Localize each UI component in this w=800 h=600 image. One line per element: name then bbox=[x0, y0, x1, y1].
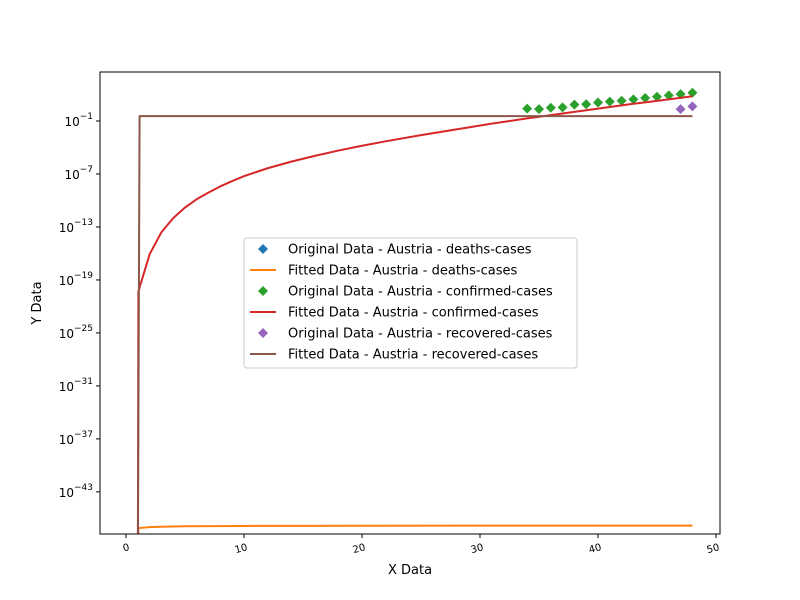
legend-item-fitted-data-austria-recovered-cases: Fitted Data - Austria - recovered-cases bbox=[250, 348, 538, 363]
legend-item-fitted-data-austria-confirmed-cases: Fitted Data - Austria - confirmed-cases bbox=[250, 306, 539, 321]
data-point-original-data-austria-confirmed-cases bbox=[663, 90, 674, 101]
data-point-original-data-austria-confirmed-cases bbox=[557, 102, 568, 113]
y-tick-label: 10−25 bbox=[59, 324, 93, 341]
legend-label: Original Data - Austria - confirmed-case… bbox=[288, 285, 553, 300]
legend-label: Fitted Data - Austria - recovered-cases bbox=[288, 348, 538, 363]
data-point-original-data-austria-confirmed-cases bbox=[640, 93, 651, 104]
x-tick-label: 50 bbox=[706, 542, 721, 556]
data-point-original-data-austria-confirmed-cases bbox=[581, 99, 592, 110]
legend-label: Original Data - Austria - recovered-case… bbox=[288, 327, 553, 342]
plot-frame bbox=[99, 71, 721, 535]
data-point-original-data-austria-confirmed-cases bbox=[604, 96, 615, 107]
data-point-original-data-austria-confirmed-cases bbox=[593, 97, 603, 108]
data-point-original-data-austria-confirmed-cases bbox=[545, 102, 556, 113]
y-tick-label: 10−13 bbox=[59, 218, 93, 235]
y-tick-label: 10−37 bbox=[59, 430, 93, 447]
legend-label: Fitted Data - Austria - deaths-cases bbox=[288, 264, 517, 279]
legend-label: Original Data - Austria - deaths-cases bbox=[288, 243, 532, 258]
legend-marker bbox=[258, 286, 268, 296]
legend-item-original-data-austria-recovered-cases: Original Data - Austria - recovered-case… bbox=[258, 327, 553, 342]
y-tick-label: 10−31 bbox=[59, 377, 93, 394]
series-layer bbox=[136, 87, 698, 534]
legend-box bbox=[243, 237, 578, 369]
y-tick-label: 10−19 bbox=[59, 271, 94, 288]
x-tick-label: 20 bbox=[352, 542, 367, 556]
y-axis-ticks: 10−1 10−7 10−13 10−19 10−25 10−31 10−37 10−43 bbox=[59, 112, 100, 500]
data-point-original-data-austria-confirmed-cases bbox=[616, 95, 627, 106]
x-tick-label: 10 bbox=[234, 542, 249, 556]
series-line-fitted-data-austria-recovered-cases bbox=[136, 115, 693, 534]
x-axis-ticks: 0 10 20 30 40 50 bbox=[122, 534, 721, 556]
data-point-original-data-austria-recovered-cases bbox=[687, 101, 698, 112]
data-point-original-data-austria-confirmed-cases bbox=[569, 99, 580, 110]
series-line-fitted-data-austria-confirmed-cases bbox=[136, 95, 693, 534]
y-tick-label: 10−7 bbox=[64, 165, 93, 182]
y-axis-label: Y Data bbox=[30, 281, 45, 325]
legend: Original Data - Austria - deaths-cases Fi… bbox=[243, 237, 578, 369]
legend-label: Fitted Data - Austria - confirmed-cases bbox=[288, 306, 539, 321]
legend-item-fitted-data-austria-deaths-cases: Fitted Data - Austria - deaths-cases bbox=[250, 264, 517, 279]
x-tick-label: 0 bbox=[122, 542, 131, 554]
data-point-original-data-austria-confirmed-cases bbox=[687, 87, 698, 98]
data-point-original-data-austria-confirmed-cases bbox=[522, 103, 533, 114]
data-point-original-data-austria-confirmed-cases bbox=[628, 94, 639, 105]
x-axis-label: X Data bbox=[388, 563, 432, 578]
data-point-original-data-austria-recovered-cases bbox=[675, 104, 686, 115]
x-tick-label: 40 bbox=[588, 542, 603, 556]
legend-item-original-data-austria-confirmed-cases: Original Data - Austria - confirmed-case… bbox=[258, 285, 553, 300]
data-point-original-data-austria-confirmed-cases bbox=[652, 91, 662, 102]
data-point-original-data-austria-confirmed-cases bbox=[534, 104, 544, 115]
series-line-fitted-data-austria-deaths-cases bbox=[137, 524, 693, 534]
legend-marker bbox=[258, 244, 268, 254]
x-tick-label: 30 bbox=[470, 542, 485, 556]
legend-marker bbox=[258, 328, 268, 338]
y-tick-label: 10−43 bbox=[59, 483, 93, 500]
y-tick-label: 10−1 bbox=[64, 112, 93, 129]
legend-item-original-data-austria-deaths-cases: Original Data - Austria - deaths-cases bbox=[258, 243, 532, 258]
